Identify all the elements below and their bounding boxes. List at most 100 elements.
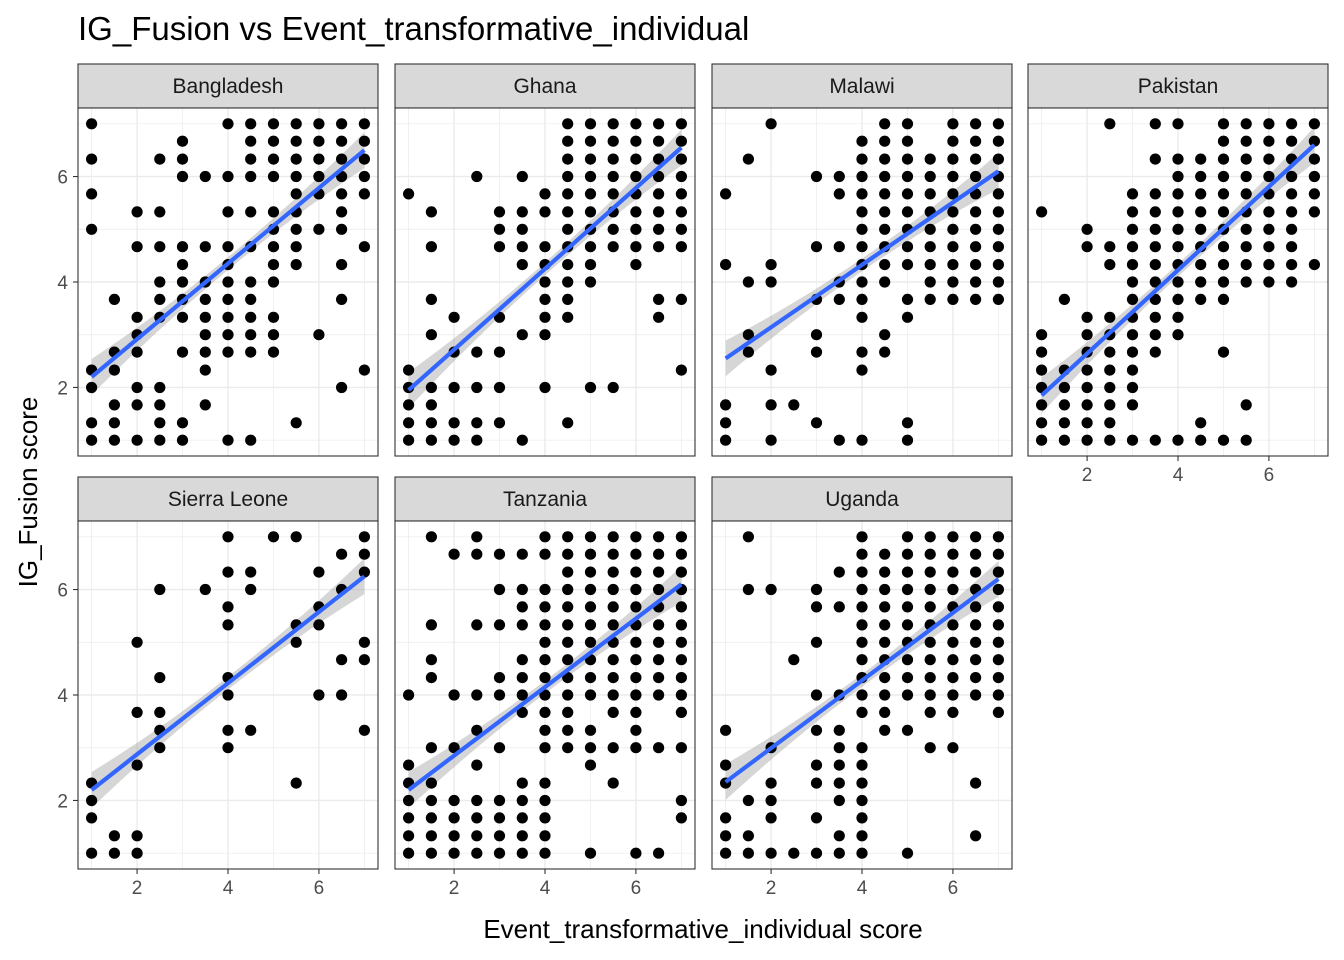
data-point [833, 293, 845, 305]
data-point [1308, 153, 1320, 165]
facet-panel-bangladesh: Bangladesh 2 4 6 [57, 63, 379, 457]
data-point [1195, 153, 1207, 165]
data-point [653, 654, 665, 666]
data-point [607, 223, 619, 235]
facet-strip [711, 476, 1013, 522]
data-point [1036, 399, 1048, 411]
data-point [131, 346, 143, 358]
data-point [947, 548, 959, 560]
data-point [810, 346, 823, 358]
data-point [970, 548, 982, 560]
data-point [516, 583, 528, 596]
data-point [675, 706, 688, 719]
data-point [924, 170, 936, 183]
data-point [1308, 206, 1320, 218]
data-point [742, 794, 755, 807]
data-point [562, 672, 574, 684]
data-point [924, 601, 936, 613]
data-point [358, 636, 370, 648]
data-point [358, 548, 370, 560]
data-point [222, 241, 234, 253]
data-point [947, 276, 959, 288]
data-point [1104, 399, 1116, 411]
y-tick-label: 6 [57, 581, 68, 602]
data-point [448, 812, 460, 824]
data-point [516, 601, 528, 613]
data-point [336, 206, 348, 218]
data-point [1195, 276, 1207, 288]
data-point [1104, 259, 1116, 271]
data-point [584, 619, 597, 631]
data-point [924, 672, 936, 684]
data-point [992, 188, 1005, 200]
data-point [176, 311, 189, 323]
data-point [653, 223, 665, 235]
data-point [630, 118, 642, 130]
data-point [358, 170, 370, 183]
data-point [924, 706, 936, 719]
data-point [901, 170, 914, 183]
facet-panel-pakistan: Pakistan 2 4 6 [1027, 63, 1329, 486]
data-point [176, 434, 189, 446]
data-point [630, 706, 642, 719]
data-point [1195, 170, 1207, 183]
data-point [992, 672, 1005, 684]
data-point [992, 223, 1005, 235]
data-point [1081, 311, 1093, 323]
data-point [765, 583, 777, 596]
data-point [947, 135, 959, 147]
data-point [1058, 434, 1070, 446]
data-point [1286, 206, 1298, 218]
data-point [539, 654, 551, 666]
data-point [131, 311, 143, 323]
data-point [425, 794, 437, 807]
data-point [833, 847, 845, 859]
data-point [879, 206, 891, 218]
data-point [675, 531, 688, 543]
data-point [471, 434, 483, 446]
data-point [539, 777, 551, 789]
data-point [516, 794, 528, 807]
data-point [970, 777, 982, 789]
data-point [607, 672, 619, 684]
data-point [1126, 259, 1139, 271]
data-point [947, 206, 959, 218]
data-point [358, 118, 370, 130]
data-point [358, 364, 370, 376]
data-point [358, 188, 370, 200]
data-point [493, 381, 506, 394]
data-point [992, 135, 1005, 147]
data-point [630, 223, 642, 235]
data-point [1217, 118, 1230, 130]
data-point [222, 293, 234, 305]
data-point [653, 672, 665, 684]
data-point [516, 847, 528, 859]
data-point [313, 329, 325, 341]
data-point [630, 566, 642, 578]
data-point [425, 434, 437, 446]
data-point [1036, 206, 1048, 218]
data-point [1195, 293, 1207, 305]
data-point [765, 118, 777, 130]
data-point [856, 170, 868, 183]
data-point [1195, 206, 1207, 218]
data-point [992, 259, 1005, 271]
data-point [358, 566, 370, 578]
data-point [675, 566, 688, 578]
data-point [245, 566, 257, 578]
data-point [403, 812, 415, 824]
data-points [720, 118, 1005, 446]
data-point [630, 531, 642, 543]
data-point [222, 689, 234, 701]
data-point [720, 259, 732, 271]
data-point [765, 259, 777, 271]
data-point [267, 311, 280, 323]
data-point [245, 329, 257, 341]
data-point [539, 241, 551, 253]
data-point [516, 241, 528, 253]
data-point [1263, 259, 1275, 271]
data-point [970, 619, 982, 631]
data-point [313, 170, 325, 183]
data-point [313, 619, 325, 631]
data-point [1217, 188, 1230, 200]
